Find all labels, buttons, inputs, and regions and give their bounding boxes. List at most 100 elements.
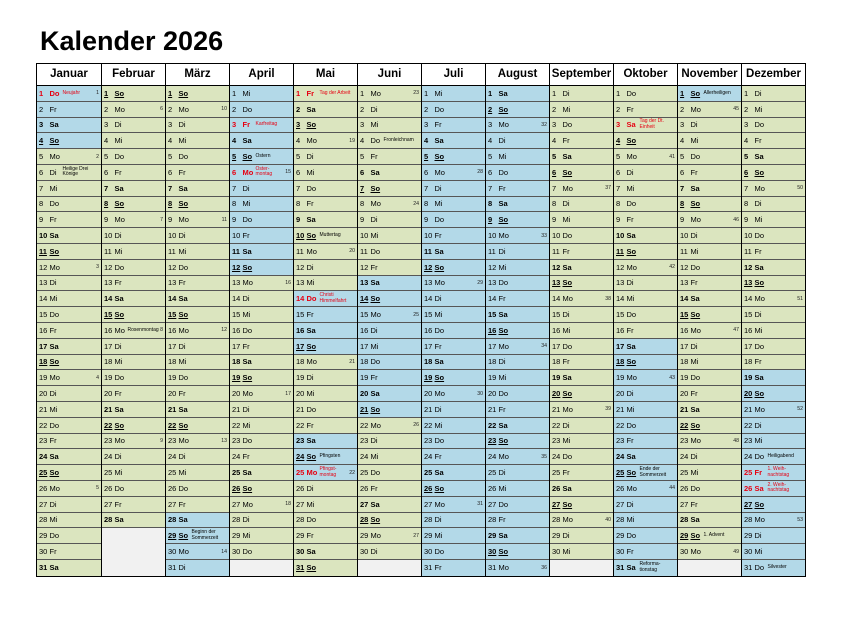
weekday-abbrev: Do [242, 325, 253, 335]
weekday-abbrev: So [626, 357, 637, 367]
day-number: 22 [232, 420, 241, 430]
day-cell: 2 Mo 45 [678, 101, 741, 118]
day-cell: 27 Fr [678, 496, 741, 513]
day-number: 16 [168, 325, 177, 335]
weekday-abbrev: Sa [114, 515, 124, 525]
weekday-abbrev: Mi [370, 341, 379, 351]
day-number: 5 [39, 152, 44, 162]
weekday-abbrev: Mi [690, 468, 699, 478]
day-cell: 10 Sa [37, 228, 101, 244]
weekday-abbrev: Di [562, 199, 570, 209]
day-cell: 17 Sa [37, 338, 101, 355]
empty-cell [550, 559, 613, 576]
day-cell: 25 Mo Pfingst­montag 22 [294, 465, 357, 481]
weekday-abbrev: Sa [370, 167, 380, 177]
day-number: 2 [39, 104, 44, 114]
day-cell: 31 Sa [37, 559, 101, 576]
day-number: 19 [616, 373, 625, 383]
day-cell: 27 Fr [102, 496, 165, 513]
day-cell: 11 Mi [678, 243, 741, 260]
weekday-abbrev: Mo [114, 104, 125, 114]
day-cell: 23 Mi [550, 433, 613, 450]
weekday-abbrev: Di [306, 373, 314, 383]
weekday-abbrev: Mi [306, 499, 315, 509]
day-cell: 5 Fr [358, 149, 421, 165]
day-number: 10 [488, 231, 497, 241]
weekday-abbrev: Fr [626, 547, 634, 556]
day-cell: 19 So [230, 370, 293, 387]
day-number: 13 [616, 278, 625, 288]
weekday-abbrev: Sa [242, 136, 252, 146]
weekday-abbrev: Do [434, 215, 445, 225]
day-number: 22 [552, 420, 561, 430]
day-number: 17 [168, 341, 177, 351]
day-number: 25 [680, 468, 689, 478]
day-number: 25 [360, 468, 369, 478]
day-number: 1 [104, 88, 109, 98]
week-number: 33 [541, 232, 547, 239]
week-number: 15 [285, 169, 291, 176]
empty-cell [102, 544, 165, 560]
day-cell: 17 Mo 34 [486, 338, 549, 355]
day-cell: 19 Di [294, 370, 357, 387]
weekday-abbrev: Do [754, 341, 765, 351]
day-number: 12 [424, 262, 433, 272]
weekday-abbrev: Mo [49, 483, 60, 493]
weekday-abbrev: Fr [242, 120, 251, 130]
day-number: 23 [616, 436, 625, 446]
day-cell: 20 Fr [102, 386, 165, 402]
weekday-abbrev: Sa [306, 215, 316, 225]
day-cell: 24 Mi [358, 449, 421, 466]
weekday-abbrev: Di [178, 563, 186, 573]
day-cell: 18 Fr [742, 354, 805, 371]
week-number: 7 [160, 216, 163, 223]
weekday-abbrev: So [178, 310, 189, 320]
day-number: 7 [168, 183, 173, 193]
day-number: 2 [616, 104, 621, 114]
day-cell: 20 So [550, 386, 613, 402]
day-cell: 8 Sa [486, 196, 549, 213]
day-number: 13 [168, 278, 177, 288]
day-number: 30 [168, 547, 177, 556]
weekday-abbrev: Sa [242, 357, 252, 367]
day-number: 15 [104, 310, 113, 320]
day-cell: 31 Do Silvester [742, 559, 805, 576]
weekday-abbrev: Fr [434, 563, 442, 573]
weekday-abbrev: Mi [562, 547, 571, 556]
day-number: 19 [680, 373, 689, 383]
day-cell: 2 Mi [550, 101, 613, 118]
week-number: 29 [477, 279, 483, 286]
day-cell: 1 Do [614, 86, 677, 102]
day-cell: 16 So [486, 322, 549, 339]
day-cell: 13 Sa [358, 275, 421, 292]
day-number: 12 [744, 262, 753, 272]
weekday-abbrev: Mo [754, 183, 765, 193]
month-column-september: September 1 Di 2 Mi 3 Do 4 Fr 5 Sa 6 So 7 Mo 37 8 Di 9 Mi 10… [549, 64, 613, 576]
day-cell: 9 Fr [37, 212, 101, 229]
day-cell: 7 Sa [678, 180, 741, 197]
day-number: 15 [680, 310, 689, 320]
day-cell: 30 Fr [37, 544, 101, 560]
weekday-abbrev: Mo [626, 262, 637, 272]
weekday-abbrev: Fr [562, 246, 570, 256]
day-cell: 17 Di [166, 338, 229, 355]
day-cell: 1 Di [550, 86, 613, 102]
holiday-note: Heilige Drei Könige [62, 165, 89, 178]
weekday-abbrev: Sa [114, 294, 124, 304]
day-cell: 4 Do Fron­leichnam [358, 133, 421, 150]
day-number: 14 [424, 294, 433, 304]
day-number: 19 [744, 373, 753, 383]
day-number: 14 [488, 294, 497, 304]
weekday-abbrev: Di [626, 499, 634, 509]
day-number: 1 [360, 88, 365, 98]
weekday-abbrev: Do [754, 120, 765, 130]
day-number: 10 [616, 231, 625, 241]
weekday-abbrev: Mo [49, 262, 60, 272]
day-number: 19 [552, 373, 561, 383]
weekday-abbrev: Mo [690, 215, 701, 225]
weekday-abbrev: Mo [562, 404, 573, 414]
day-number: 16 [552, 325, 561, 335]
day-cell: 21 So [358, 401, 421, 418]
day-cell: 16 Mi [742, 322, 805, 339]
day-number: 6 [296, 167, 301, 177]
